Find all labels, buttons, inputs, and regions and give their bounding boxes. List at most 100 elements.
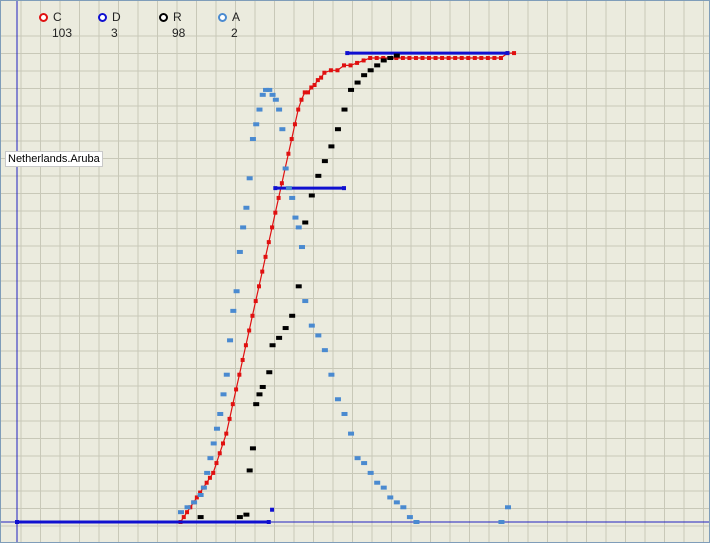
data-point-c	[498, 56, 503, 61]
data-point-a	[200, 485, 207, 490]
legend-row: C	[39, 9, 62, 25]
data-point-r	[236, 515, 243, 520]
data-point-c	[322, 70, 327, 75]
data-point-c	[512, 51, 517, 56]
data-point-c	[263, 254, 268, 259]
data-point-a	[204, 470, 211, 475]
data-point-d	[345, 51, 350, 56]
data-point-c	[234, 387, 239, 392]
data-point-c	[319, 75, 324, 80]
data-point-c	[224, 431, 229, 436]
data-point-r	[289, 313, 296, 318]
data-point-r	[269, 343, 276, 348]
data-point-a	[220, 392, 227, 397]
data-point-c	[466, 56, 471, 61]
legend-key: D	[112, 10, 121, 24]
data-point-a	[259, 92, 266, 97]
data-point-c	[185, 510, 190, 515]
data-point-a	[393, 500, 400, 505]
data-point-r	[341, 107, 348, 112]
data-point-a	[292, 215, 299, 220]
data-point-a	[285, 186, 292, 191]
data-point-c	[335, 68, 340, 73]
data-point-c	[302, 90, 307, 95]
data-point-a	[315, 333, 322, 338]
data-point-c	[204, 480, 209, 485]
data-point-c	[348, 63, 353, 68]
data-point-c	[440, 56, 445, 61]
data-point-r	[348, 87, 355, 92]
legend-marker-icon	[39, 12, 48, 22]
data-point-a	[498, 520, 505, 524]
data-point-a	[236, 249, 243, 254]
data-point-c	[279, 181, 284, 186]
data-point-r	[315, 173, 322, 178]
data-point-c	[237, 372, 242, 377]
data-point-c	[400, 56, 405, 61]
data-point-a	[406, 515, 413, 520]
data-point-r	[334, 127, 341, 132]
data-point-r	[246, 468, 253, 473]
data-point-c	[355, 60, 360, 65]
data-point-a	[505, 505, 511, 510]
data-point-a	[334, 397, 341, 402]
data-point-c	[211, 470, 216, 475]
data-point-c	[250, 313, 255, 318]
data-point-c	[361, 58, 366, 63]
data-point-a	[295, 225, 302, 230]
data-point-c	[407, 56, 412, 61]
data-point-r	[387, 56, 394, 61]
region-label: Netherlands.Aruba	[5, 151, 103, 167]
data-point-c	[472, 56, 477, 61]
data-point-c	[273, 210, 278, 215]
data-point-d	[505, 51, 510, 56]
data-point-r	[266, 370, 273, 375]
data-point-r	[361, 73, 368, 78]
data-point-c	[394, 56, 399, 61]
data-point-a	[308, 323, 315, 328]
data-point-c	[299, 97, 304, 102]
data-point-c	[459, 56, 464, 61]
data-point-c	[309, 85, 314, 90]
data-point-c	[260, 269, 265, 274]
data-point-a	[191, 500, 198, 505]
legend-marker-icon	[159, 12, 168, 22]
data-point-c	[243, 343, 248, 348]
data-point-a	[253, 122, 260, 127]
data-point-c	[312, 83, 317, 88]
data-point-c	[446, 56, 451, 61]
data-point-a	[289, 195, 296, 200]
legend-key: C	[53, 10, 62, 24]
data-point-r	[243, 512, 250, 517]
legend-count: 3	[111, 26, 118, 40]
legend-entry-c: C 103	[39, 9, 72, 41]
data-point-d	[342, 186, 346, 191]
data-point-c	[198, 490, 203, 495]
data-point-c	[217, 451, 222, 456]
data-point-a	[361, 461, 368, 466]
data-point-r	[295, 284, 302, 289]
data-point-c	[240, 357, 245, 362]
data-point-a	[328, 372, 335, 377]
legend-count: 98	[172, 26, 186, 40]
data-point-r	[259, 384, 266, 389]
data-point-r	[354, 80, 361, 85]
legend-marker-icon	[98, 12, 107, 22]
data-point-c	[289, 137, 294, 142]
data-point-a	[276, 107, 283, 112]
data-point-c	[427, 56, 432, 61]
data-point-c	[270, 225, 275, 230]
data-point-a	[400, 505, 407, 510]
data-point-r	[380, 58, 387, 63]
data-point-c	[306, 90, 311, 95]
data-point-a	[341, 411, 348, 416]
data-point-a	[243, 205, 250, 210]
data-point-a	[413, 520, 420, 524]
data-point-r	[308, 193, 315, 198]
data-point-c	[479, 56, 484, 61]
data-point-c	[492, 56, 497, 61]
data-point-c	[194, 495, 199, 500]
data-point-c	[214, 461, 219, 466]
legend-row: D	[98, 9, 121, 25]
